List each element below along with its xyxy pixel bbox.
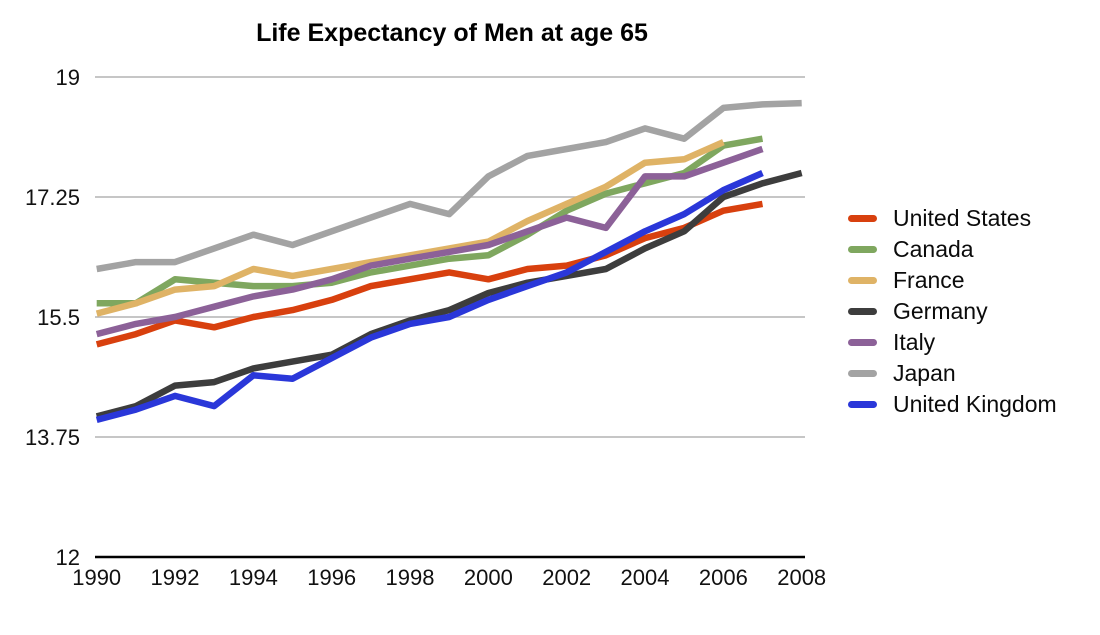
legend-label: Canada: [893, 236, 974, 262]
y-tick-label: 17.25: [25, 185, 80, 210]
legend-item-japan: Japan: [848, 358, 1057, 389]
legend-swatch: [848, 215, 877, 222]
x-tick-label: 1990: [72, 565, 121, 590]
series-line-japan: [96, 99, 802, 273]
legend-item-canada: Canada: [848, 234, 1057, 265]
legend-label: United States: [893, 205, 1032, 231]
series-line-italy: [95, 145, 764, 338]
series-line-france: [95, 139, 725, 317]
x-tick-label: 2006: [699, 565, 748, 590]
legend-item-united-states: United States: [848, 203, 1057, 234]
chart-title: Life Expectancy of Men at age 65: [256, 19, 648, 47]
x-tick-label: 1994: [229, 565, 278, 590]
y-tick-label: 12: [56, 545, 80, 570]
x-tick-label: 2008: [777, 565, 826, 590]
series-line-united-kingdom: [95, 170, 764, 424]
legend-swatch: [848, 370, 877, 377]
legend-item-france: France: [848, 265, 1057, 296]
y-tick-label: 13.75: [25, 425, 80, 450]
series-line-canada: [96, 135, 764, 307]
series-line-germany: [95, 169, 803, 420]
legend-label: France: [893, 267, 965, 293]
x-tick-label: 2000: [464, 565, 513, 590]
y-tick-label: 19: [56, 65, 80, 90]
x-tick-label: 1992: [151, 565, 200, 590]
legend-swatch: [848, 339, 877, 346]
legend-swatch: [848, 277, 877, 284]
legend-item-germany: Germany: [848, 296, 1057, 327]
chart-legend: United States Canada France Germany Italy Jap…: [848, 203, 1057, 420]
legend-swatch: [848, 401, 877, 408]
legend-item-italy: Italy: [848, 327, 1057, 358]
legend-label: Germany: [893, 298, 988, 324]
legend-item-united-kingdom: United Kingdom: [848, 389, 1057, 420]
series-line-united-states: [95, 200, 764, 348]
x-tick-label: 1996: [307, 565, 356, 590]
legend-label: Italy: [893, 329, 936, 355]
legend-swatch: [848, 308, 877, 315]
y-tick-label: 15.5: [37, 305, 80, 330]
x-tick-label: 1998: [386, 565, 435, 590]
x-tick-label: 2004: [621, 565, 670, 590]
legend-label: Japan: [893, 360, 956, 386]
legend-label: United Kingdom: [893, 391, 1057, 417]
legend-swatch: [848, 246, 877, 253]
x-tick-label: 2002: [542, 565, 591, 590]
